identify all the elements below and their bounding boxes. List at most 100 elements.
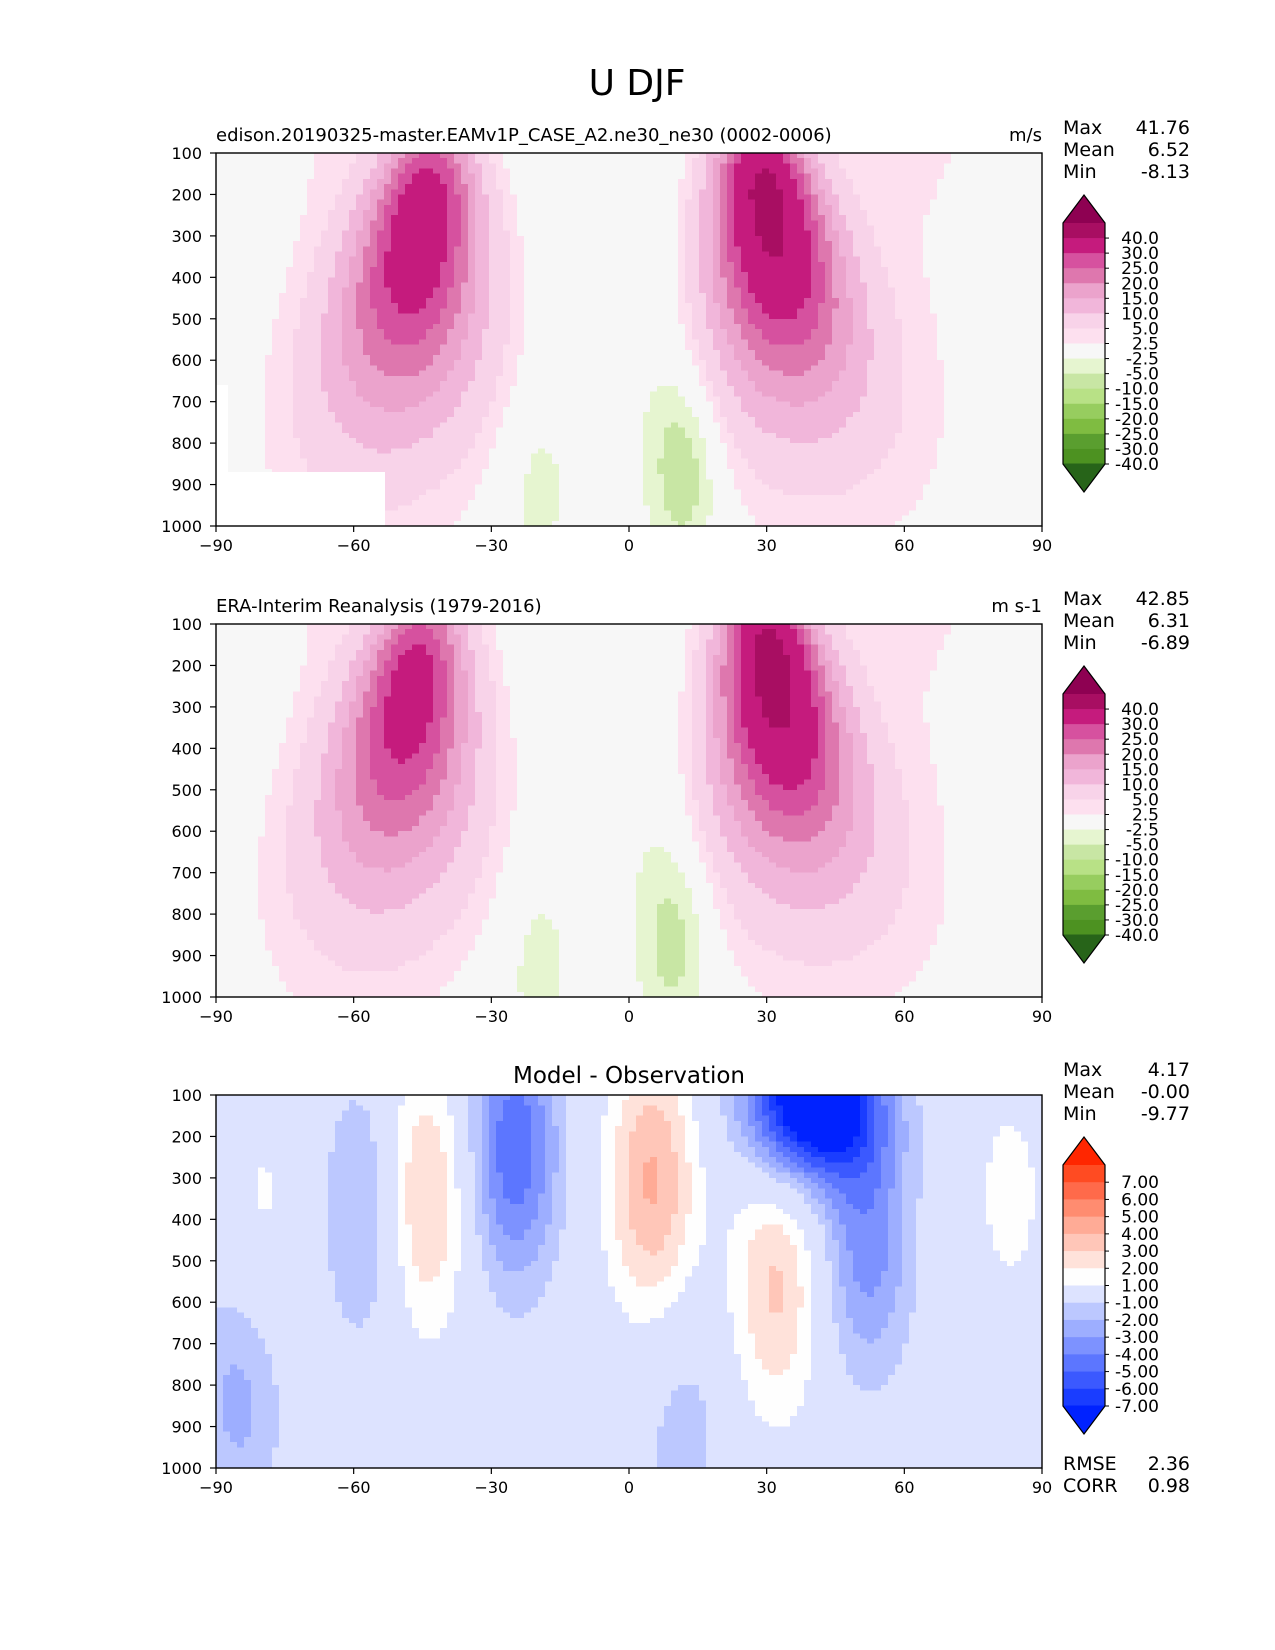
contour-cell [370,314,378,320]
contour-cell [405,241,413,247]
contour-cell [356,153,364,159]
contour-cell [342,308,350,314]
contour-cell [223,246,231,252]
contour-cell [300,194,308,200]
contour-cell [328,448,336,454]
contour-cell [398,479,406,485]
contour-cell [307,262,315,268]
contour-cell [335,386,343,392]
contour-cell [412,340,420,346]
contour-cell [244,350,252,356]
contour-cell [216,324,224,330]
contour-cell [293,371,301,377]
contour-cell [244,324,252,330]
contour-cell [342,298,350,304]
contour-cell [258,194,266,200]
contour-cell [230,179,238,185]
contour-cell [300,236,308,242]
contour-cell [258,464,266,470]
contour-cell [342,303,350,309]
contour-cell [447,272,455,278]
contour-cell [398,412,406,418]
contour-cell [335,257,343,263]
contour-cell [286,298,294,304]
contour-cell [426,438,434,444]
contour-cell [258,407,266,413]
contour-cell [342,241,350,247]
contour-cell [223,257,231,263]
contour-cell [251,448,259,454]
contour-cell [258,314,266,320]
contour-cell [440,371,448,377]
contour-cell [342,386,350,392]
contour-cell [251,443,259,449]
contour-cell [321,283,329,289]
contour-cell [377,453,385,459]
contour-cell [398,490,406,496]
contour-cell [328,360,336,366]
contour-cell [300,412,308,418]
contour-cell [440,417,448,423]
contour-cell [412,158,420,164]
contour-cell [419,350,427,356]
contour-cell [447,340,455,346]
contour-cell [293,417,301,423]
contour-cell [384,438,392,444]
contour-cell [279,371,287,377]
contour-cell [419,226,427,232]
contour-cell [426,251,434,257]
contour-cell [272,184,280,190]
contour-cell [230,308,238,314]
contour-cell [265,231,273,237]
contour-cell [335,438,343,444]
contour-cell [391,184,399,190]
contour-cell [314,163,322,169]
contour-cell [244,200,252,206]
contour-cell [279,283,287,289]
contour-cell [405,194,413,200]
contour-cell [286,169,294,175]
contour-cell [237,200,245,206]
contour-cell [335,412,343,418]
contour-cell [398,288,406,294]
contour-cell [216,371,224,377]
contour-cell [279,246,287,252]
contour-cell [335,174,343,180]
contour-cell [272,371,280,377]
contour-cell [363,422,371,428]
contour-cell [412,288,420,294]
contour-cell [237,319,245,325]
contour-cell [391,350,399,356]
contour-cell [335,324,343,330]
contour-cell [405,402,413,408]
contour-cell [391,329,399,335]
contour-cell [265,272,273,278]
contour-cell [328,443,336,449]
contour-cell [384,360,392,366]
contour-cell [251,189,259,195]
contour-cell [433,386,441,392]
contour-cell [328,407,336,413]
contour-cell [286,365,294,371]
contour-cell [440,210,448,216]
contour-cell [293,329,301,335]
contour-cell [398,355,406,361]
contour-cell [447,407,455,413]
contour-cell [433,303,441,309]
contour-cell [300,262,308,268]
contour-cell [335,231,343,237]
contour-cell [440,314,448,320]
contour-cell [272,200,280,206]
contour-cell [237,428,245,434]
contour-cell [391,314,399,320]
contour-cell [349,194,357,200]
contour-cell [230,277,238,283]
contour-cell [426,474,434,480]
contour-cell [447,505,455,511]
contour-cell [328,262,336,268]
contour-cell [370,355,378,361]
contour-cell [258,293,266,299]
contour-cell [433,298,441,304]
contour-cell [230,236,238,242]
contour-cell [216,174,224,180]
